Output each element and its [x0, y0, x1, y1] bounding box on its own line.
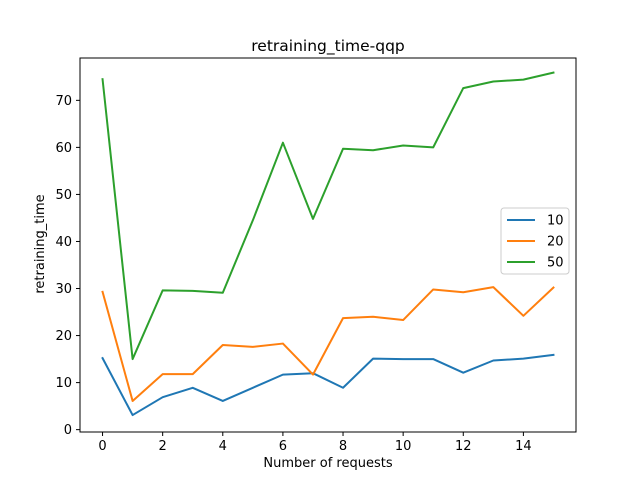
x-tick-label: 6: [279, 439, 287, 454]
axes-frame: [79, 57, 577, 433]
series-line-20: [101, 286, 555, 402]
legend-label-50: 50: [547, 256, 564, 271]
x-tick-label: 12: [455, 439, 472, 454]
x-tick-label: 8: [339, 439, 347, 454]
series-line-50: [101, 71, 555, 361]
y-tick-label: 10: [55, 376, 72, 391]
y-tick-label: 20: [55, 329, 72, 344]
y-tick-label: 70: [55, 94, 72, 109]
y-tick-label: 40: [55, 235, 72, 250]
x-axis-label: Number of requests: [263, 456, 392, 471]
y-tick-label: 30: [55, 282, 72, 297]
plot-area: 0 2 4 6 8 10 12 14 0 10 20 30 40 50 60 70: [55, 57, 577, 454]
y-axis-label: retraining_time: [33, 194, 48, 293]
y-tick-label: 0: [64, 423, 72, 438]
x-tick-label: 2: [159, 439, 167, 454]
legend: 10 20 50: [500, 207, 570, 275]
x-tick-label: 14: [515, 439, 532, 454]
y-tick-label: 50: [55, 188, 72, 203]
series-line-10: [101, 353, 555, 417]
legend-label-20: 20: [547, 235, 564, 250]
chart-title: retraining_time-qqp: [251, 37, 405, 56]
y-tick-label: 60: [55, 141, 72, 156]
x-tick-label: 4: [219, 439, 227, 454]
x-tick-label: 0: [98, 439, 106, 454]
legend-label-10: 10: [547, 214, 564, 229]
x-tick-label: 10: [395, 439, 412, 454]
